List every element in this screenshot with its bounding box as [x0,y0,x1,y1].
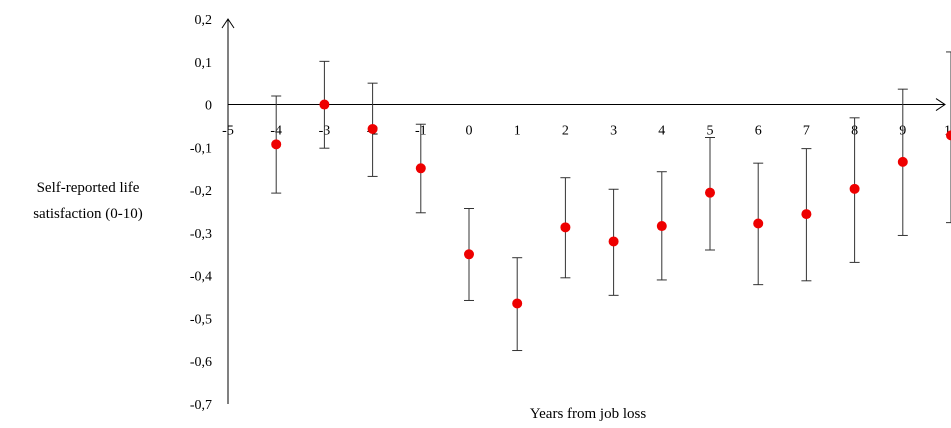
x-tick-label: 0 [466,124,473,139]
x-tick-label: 7 [803,124,810,139]
x-tick-label: 2 [562,124,569,139]
data-point [897,156,908,167]
y-tick-label: 0 [205,99,212,114]
y-tick-labels: 0,2 0,1 0 -0,1 -0,2 -0,3 -0,4 -0,5 -0,6 -0,7 [190,13,212,413]
y-tick-label: -0,4 [190,270,212,285]
x-tick-label: 1 [514,124,521,139]
x-tick-label: 10 [944,124,951,139]
y-tick-label: 0,2 [195,13,213,28]
data-point [946,130,951,141]
y-tick-label: 0,1 [195,56,213,71]
data-point [801,209,812,220]
y-tick-label: -0,5 [190,312,212,327]
x-tick-label: 4 [658,124,665,139]
data-point [849,183,860,194]
x-axis [228,98,946,111]
x-tick-labels: -5-4-3-2-1012345678910 [222,124,951,139]
x-axis-title: Years from job loss [530,406,647,422]
data-point [367,123,378,134]
data-point [753,218,764,229]
x-tick-label: -5 [222,124,234,139]
y-tick-label: -0,7 [190,398,212,413]
data-point [656,221,667,232]
data-point [560,222,571,233]
data-point [608,236,619,247]
y-axis-title-line-1: Self-reported life [37,180,140,196]
y-axis [221,18,235,404]
y-tick-label: -0,1 [190,141,212,156]
data-point [271,139,282,150]
data-point [512,298,523,309]
x-tick-label: 6 [755,124,762,139]
x-axis-arrow [935,98,946,111]
data-point [464,249,474,260]
y-axis-arrow [221,18,235,29]
data-point [705,187,715,198]
data-point [319,99,330,110]
y-tick-label: -0,3 [190,227,212,242]
data-point [415,163,426,174]
x-tick-label: 5 [707,124,714,139]
x-tick-label: 3 [610,124,617,139]
data-points [271,99,951,309]
y-tick-label: -0,6 [190,355,212,370]
y-tick-label: -0,2 [190,184,212,199]
error-bars [271,51,951,352]
y-axis-title-line-2: satisfaction (0-10) [33,206,143,222]
